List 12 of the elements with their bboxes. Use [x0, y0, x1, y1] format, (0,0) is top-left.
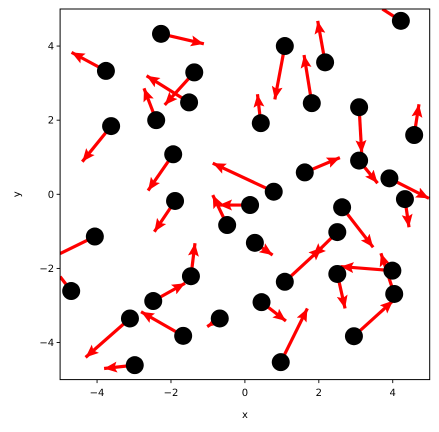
- x-tick-label: 2: [316, 388, 322, 400]
- y-tick-label: 0: [48, 190, 54, 201]
- x-tick-label: 0: [242, 388, 248, 400]
- x-tick-label: 4: [390, 388, 396, 400]
- x-tick-label: −4: [90, 388, 104, 400]
- y-tick-label: −4: [39, 338, 54, 350]
- x-axis-title: x: [242, 410, 248, 421]
- x-tick-label: −2: [164, 388, 178, 400]
- y-tick-label: 2: [48, 116, 54, 127]
- y-axis-title: y: [12, 191, 23, 198]
- y-tick-label: 4: [48, 42, 54, 53]
- y-tick-label: −2: [39, 264, 54, 275]
